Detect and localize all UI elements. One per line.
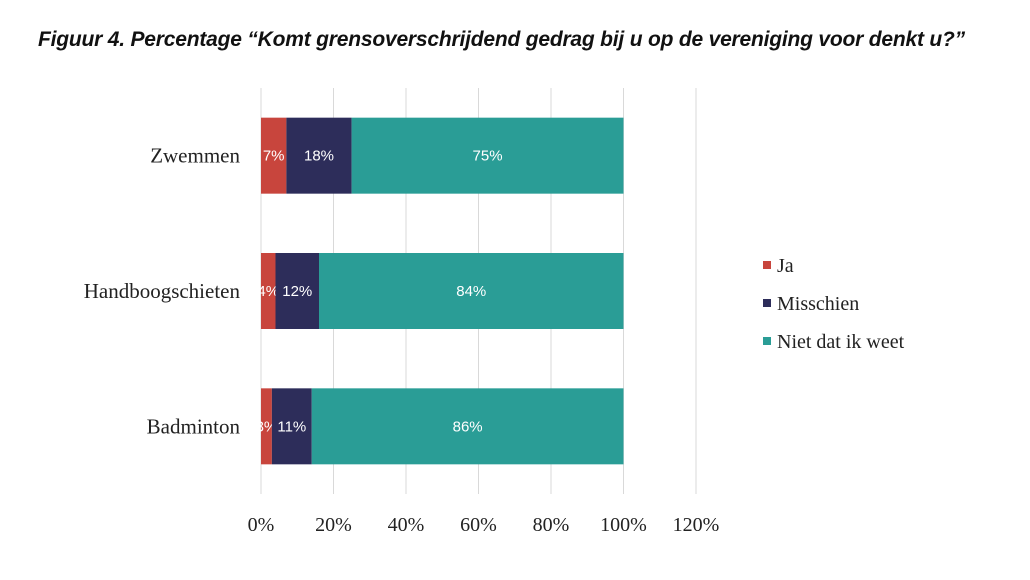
data-label: 18% [304, 148, 334, 165]
data-label: 11% [277, 418, 306, 435]
bars: 7% 18% 75% 4% 12% 84% 3% 11% 86% [256, 117, 624, 465]
bar-segment-misschien-badminton [271, 388, 312, 465]
data-label: 84% [456, 283, 486, 300]
data-label: 12% [282, 283, 312, 300]
data-label: 3% [256, 418, 278, 435]
x-tick-label: 60% [460, 514, 497, 536]
legend-label: Misschien [777, 293, 859, 315]
data-label: 4% [257, 283, 279, 300]
bar-segment-misschien-zwemmen [286, 117, 352, 194]
chart-title: Figuur 4. Percentage “Komt grensoverschr… [38, 28, 965, 51]
data-label: 7% [263, 148, 285, 165]
x-tick-label: 80% [533, 514, 570, 536]
legend-label: Niet dat ik weet [777, 331, 905, 353]
x-tick-label: 100% [600, 514, 647, 536]
bar-segment-niet-dat-ik-weet-handboogschieten [319, 253, 624, 329]
data-label: 86% [453, 418, 483, 435]
data-label: 75% [473, 148, 503, 165]
bar-segment-ja-badminton [261, 388, 272, 465]
x-tick-label: 40% [388, 514, 425, 536]
category-label-handboogschieten: Handboogschieten [84, 279, 241, 303]
legend: Ja Misschien Niet dat ik weet [763, 255, 905, 353]
x-tick-label: 20% [315, 514, 352, 536]
x-axis-tick-labels: 0% 20% 40% 60% 80% 100% 120% [248, 514, 720, 536]
legend-swatch-misschien [763, 299, 771, 307]
bar-segment-misschien-handboogschieten [275, 253, 319, 329]
x-tick-label: 0% [248, 514, 275, 536]
legend-swatch-ja [763, 261, 771, 269]
category-labels: Zwemmen Handboogschieten Badminton [84, 144, 241, 439]
bar-segment-niet-dat-ik-weet-badminton [311, 388, 624, 465]
x-tick-label: 120% [673, 514, 720, 536]
bar-segment-ja-zwemmen [261, 117, 287, 194]
category-label-zwemmen: Zwemmen [150, 144, 240, 168]
category-label-badminton: Badminton [147, 414, 241, 438]
bar-segment-niet-dat-ik-weet-zwemmen [351, 117, 624, 194]
bar-segment-ja-handboogschieten [261, 253, 276, 329]
legend-swatch-niet-dat-ik-weet [763, 337, 771, 345]
legend-label: Ja [777, 255, 794, 277]
